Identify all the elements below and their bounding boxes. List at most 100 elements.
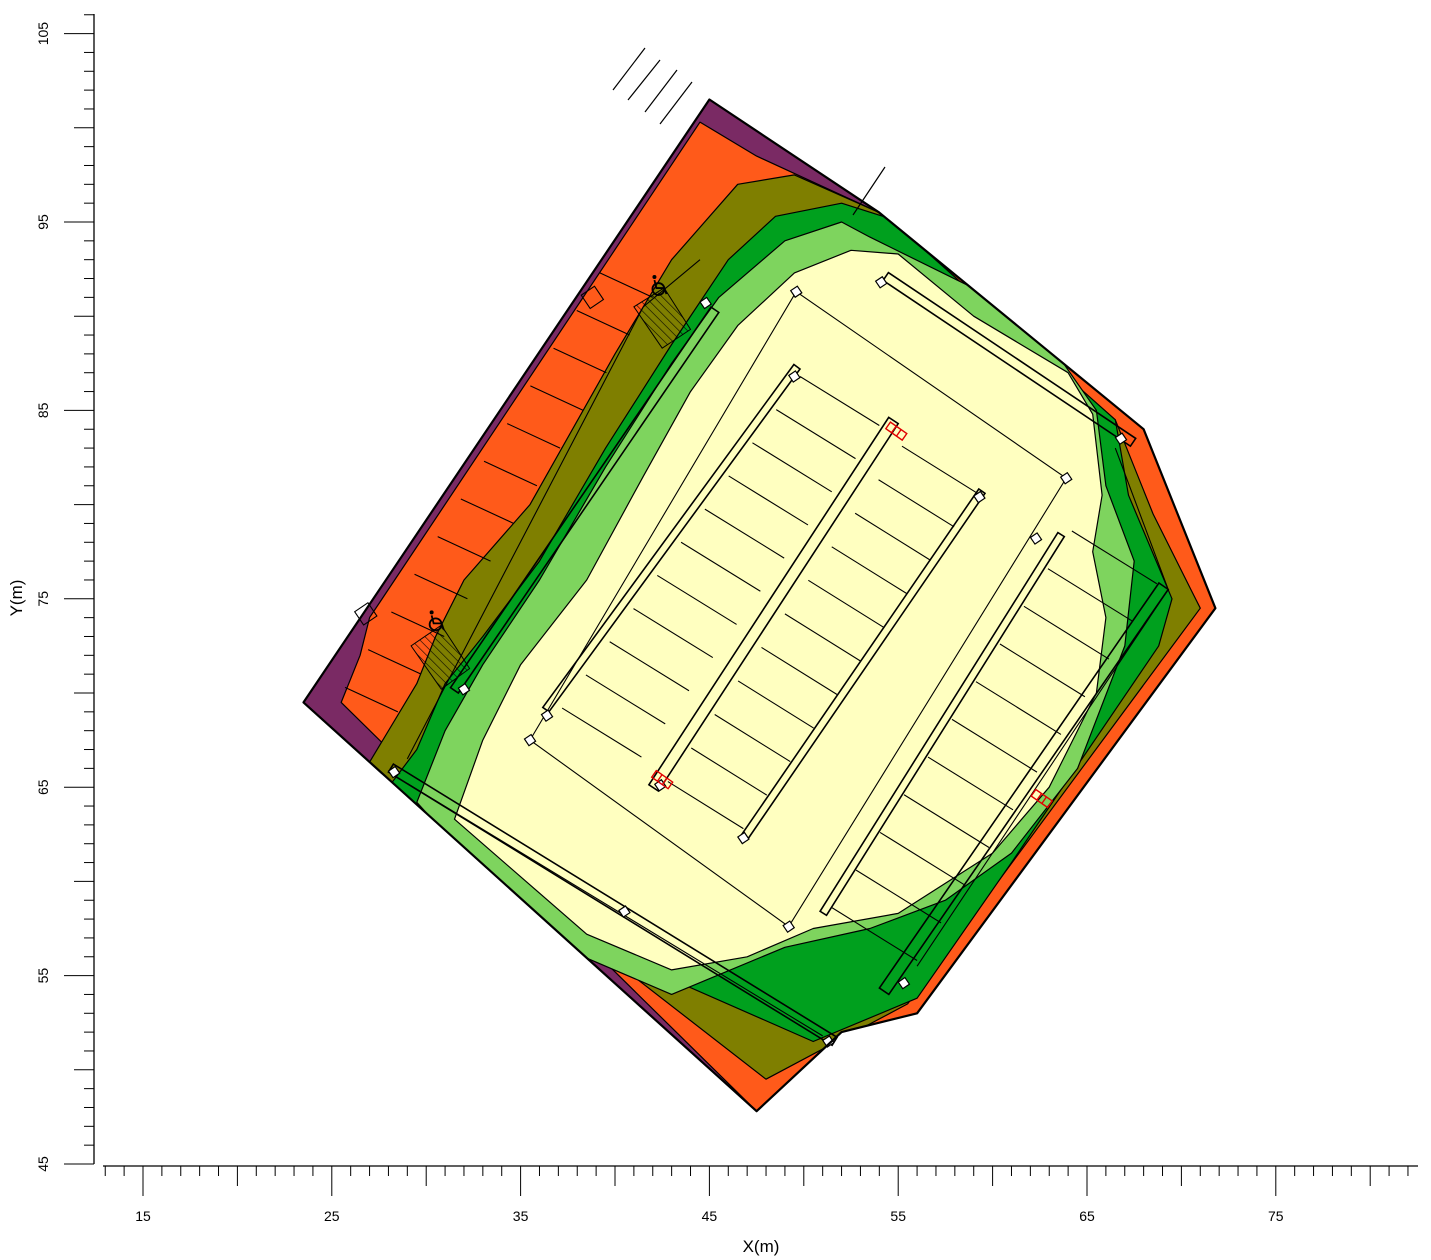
x-axis-title: X(m) <box>743 1237 780 1256</box>
site-outline <box>302 98 1217 1113</box>
x-tick-label: 75 <box>1268 1208 1284 1224</box>
wheelchair-body <box>653 279 668 295</box>
luminaire-marker-tick <box>895 429 902 437</box>
center-divider <box>647 416 900 793</box>
east-walkway-edge <box>916 447 1169 967</box>
light-pole <box>523 733 537 747</box>
luminaire-marker <box>1030 788 1054 809</box>
north-mark-line <box>627 59 661 101</box>
parking-stall-line <box>460 498 514 524</box>
wheelchair-head <box>429 610 434 615</box>
luminaire-marker-tick <box>1041 796 1048 804</box>
y-tick-label: 85 <box>35 402 51 418</box>
wheelchair-icon <box>428 610 445 632</box>
parking-stall-line <box>657 574 737 625</box>
parking-stall-line <box>761 646 838 695</box>
parking-stall-line <box>704 508 785 559</box>
parking-stall-line <box>831 907 918 961</box>
parking-stall-line <box>367 649 422 675</box>
luminaire-marker <box>884 421 908 442</box>
light-pole <box>540 709 554 722</box>
y-tick-label: 95 <box>35 214 51 230</box>
parking-stall-line <box>667 781 744 830</box>
parking-stall-line <box>553 347 607 374</box>
bollard-square <box>580 285 605 310</box>
parking-stall-line <box>901 445 978 494</box>
x-axis: 15 25 35 45 55 65 75 <box>103 1165 1418 1224</box>
light-pole <box>874 275 888 289</box>
parking-stall-line <box>1071 530 1158 585</box>
light-pole <box>787 370 801 383</box>
parking-stall-line <box>903 794 990 848</box>
light-pole <box>789 285 803 299</box>
light-pole <box>821 1035 835 1048</box>
y-tick-label: 55 <box>35 968 51 984</box>
parking-stall-line <box>530 385 584 411</box>
y-axis: 45 55 65 75 85 95 105 <box>35 14 95 1172</box>
parking-stall-line <box>680 541 761 592</box>
west-walkway <box>449 305 720 695</box>
parking-stall-line <box>775 409 856 460</box>
y-axis-title: Y(m) <box>7 580 26 617</box>
north-mark-line <box>612 47 646 91</box>
x-tick-label: 65 <box>1079 1208 1095 1224</box>
parking-stall-line <box>1023 605 1110 660</box>
wheelchair-head <box>652 275 657 280</box>
parking-stall-line <box>878 479 955 528</box>
x-tick-label: 55 <box>890 1208 906 1224</box>
parking-stall-line <box>879 831 966 886</box>
luminaire-marker-tick <box>661 777 668 786</box>
parking-stall-line <box>975 681 1062 735</box>
light-pole <box>457 682 471 696</box>
parking-stall-line <box>831 546 908 595</box>
luminaire-marker-body <box>884 421 908 442</box>
north-mark-line <box>659 81 693 125</box>
parking-stall-line <box>506 423 561 449</box>
east-walkway <box>878 581 1170 996</box>
parking-stall-line <box>585 674 666 725</box>
parking-stall-line <box>784 613 861 662</box>
light-pole <box>1059 471 1073 485</box>
contour-band <box>453 249 1107 971</box>
north-arrow-marks <box>612 47 886 216</box>
parking-stall-line <box>854 512 931 561</box>
parking-stall-line <box>437 536 491 562</box>
parking-stall-line <box>576 310 630 336</box>
parking-stall-line <box>799 376 880 426</box>
parking-stall-line <box>999 643 1086 698</box>
luminaire-marker-tick <box>1036 793 1043 801</box>
parking-stall-line <box>690 747 768 796</box>
luminaire-marker-tick <box>890 425 897 434</box>
y-tick-label: 75 <box>35 591 51 607</box>
parking-curb-east <box>818 531 1066 917</box>
light-pole <box>1029 532 1043 545</box>
contour-bands <box>303 99 1216 1112</box>
light-pole <box>782 920 796 934</box>
parking-stall-line <box>808 579 885 628</box>
luminaire-marker-tick <box>656 774 663 782</box>
parking-stall-line <box>951 718 1038 773</box>
accessible-aisle-hatch <box>410 624 471 690</box>
light-pole <box>972 490 986 504</box>
light-pole <box>387 765 401 779</box>
parking-stall-line <box>714 714 791 763</box>
parking-stall-line <box>737 680 814 729</box>
x-tick-label: 25 <box>324 1208 340 1224</box>
y-tick-label: 65 <box>35 779 51 795</box>
y-tick-label: 45 <box>35 1156 51 1172</box>
parking-stall-line <box>483 460 538 487</box>
luminaire-marker-body <box>1030 788 1054 809</box>
parking-stall-line <box>599 272 653 298</box>
parking-stall-line <box>633 608 714 659</box>
parking-stall-line <box>855 869 942 924</box>
x-tick-label: 35 <box>513 1208 529 1224</box>
parking-stall-line <box>609 641 690 692</box>
luminaire-marker-body <box>650 769 674 790</box>
parking-stall-line <box>414 573 468 600</box>
north-mark-line <box>644 69 678 113</box>
parking-stall-line <box>344 686 399 713</box>
wheelchair-icon <box>651 275 668 296</box>
light-pole <box>618 905 631 918</box>
north-mark-line <box>852 166 886 216</box>
